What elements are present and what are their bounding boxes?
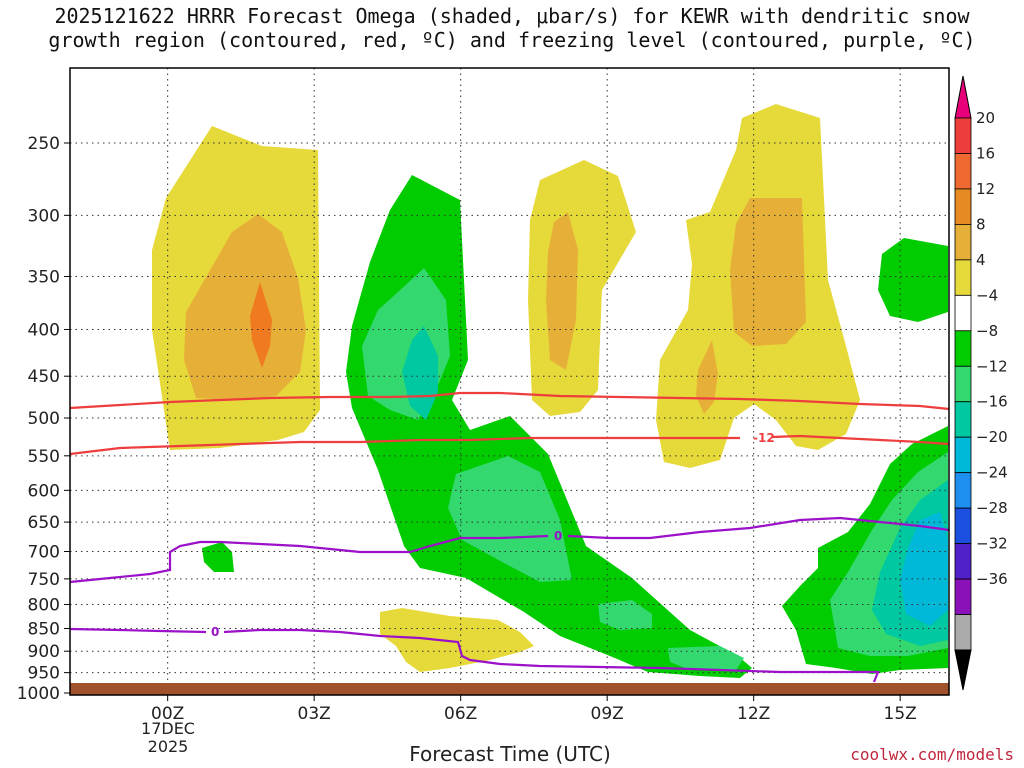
rising-motion-region-2-core	[546, 212, 578, 370]
freezing-lower-contour	[69, 627, 880, 683]
colorbar-swatch	[954, 614, 972, 651]
colorbar-label: 16	[976, 144, 995, 162]
colorbar-label: −28	[976, 499, 1008, 517]
colorbar-swatch	[954, 117, 972, 154]
dendritic-contour-label: -12	[753, 431, 775, 445]
colorbar-label: −20	[976, 428, 1008, 446]
colorbar-label: 8	[976, 215, 986, 233]
plot-frame	[69, 67, 950, 696]
freezing-contour-label-lower: 0	[211, 625, 219, 639]
dendritic-upper-contour	[69, 391, 950, 411]
sinking-region-1-lower	[598, 600, 652, 630]
title-line-1: 2025121622 HRRR Forecast Omega (shaded, …	[54, 4, 970, 28]
chart-title: 2025121622 HRRR Forecast Omega (shaded, …	[0, 4, 1024, 52]
dendritic-lower-contour	[69, 434, 950, 456]
sinking-region-1	[346, 175, 752, 678]
colorbar-swatch	[954, 330, 972, 367]
x-date-label-day: 17DEC	[141, 719, 195, 738]
colorbar-label: −32	[976, 535, 1008, 553]
colorbar-swatch	[954, 294, 972, 332]
y-tick-label: 500	[28, 409, 60, 429]
colorbar-swatch	[954, 543, 972, 580]
x-tick-label: 06Z	[444, 704, 477, 724]
colorbar-swatch	[954, 507, 972, 544]
y-tick-label: 300	[28, 206, 60, 226]
y-tick-label: 850	[28, 620, 60, 640]
x-tick-label: 00Z	[151, 704, 184, 724]
y-tick-label: 250	[28, 134, 60, 154]
rising-motion-region-3-core	[730, 198, 806, 346]
y-tick-label: 1000	[17, 684, 60, 704]
sinking-region-1-mid	[448, 456, 572, 582]
sinking-region-1-lower-2	[668, 646, 744, 670]
colorbar-swatch	[954, 436, 972, 474]
colorbar-label: −16	[976, 393, 1008, 411]
terrain-strip	[70, 683, 949, 695]
credit-text: coolwx.com/models	[850, 745, 1014, 764]
colorbar-swatch	[954, 223, 972, 261]
sinking-region-small	[202, 542, 234, 572]
sinking-region-lower-right-core-3	[900, 512, 948, 626]
colorbar-swatch	[954, 153, 972, 190]
y-tick-label: 950	[28, 664, 60, 684]
y-tick-label: 450	[28, 367, 60, 387]
y-tick-label: 800	[28, 595, 60, 615]
y-tick-label: 750	[28, 570, 60, 590]
y-tick-label: 350	[28, 267, 60, 287]
colorbar-swatch	[954, 259, 972, 296]
freezing-upper-contour	[69, 516, 950, 584]
omega-shading	[152, 104, 948, 678]
y-tick-label: 900	[28, 642, 60, 662]
x-tick-label: 03Z	[298, 704, 331, 724]
y-tick-label: 700	[28, 542, 60, 562]
colorbar-swatch	[954, 472, 972, 509]
x-tick-label: 09Z	[591, 704, 624, 724]
colorbar-label: −4	[976, 286, 998, 304]
freezing-level-contours	[69, 516, 950, 683]
colorbar-label: −8	[976, 322, 998, 340]
title-line-2: growth region (contoured, red, ºC) and f…	[48, 28, 976, 52]
x-date-label-year: 2025	[148, 737, 189, 756]
colorbar-top-arrow	[954, 75, 972, 119]
x-tick-label: 15Z	[884, 704, 917, 724]
colorbar-bottom-arrow	[954, 649, 972, 691]
colorbar-label: −24	[976, 464, 1008, 482]
colorbar: 20 16 12 8 4 −4 −8 −12 −16 −20 −24 −28 −32 −36	[954, 75, 1008, 691]
dendritic-contours	[69, 391, 950, 456]
y-tick-label: 550	[28, 447, 60, 467]
colorbar-swatch	[954, 578, 972, 615]
freezing-contour-label-upper: 0	[554, 529, 562, 543]
x-axis-title: Forecast Time (UTC)	[409, 742, 611, 766]
y-axis: 2503003504004505005506006507007508008509…	[17, 134, 70, 704]
colorbar-swatch	[954, 401, 972, 438]
y-tick-label: 400	[28, 320, 60, 340]
rising-motion-region-3-small	[696, 340, 718, 414]
y-tick-label: 650	[28, 513, 60, 533]
colorbar-label: −12	[976, 357, 1008, 375]
colorbar-label: 12	[976, 180, 995, 198]
sinking-region-upper-right	[878, 238, 948, 322]
colorbar-label: 20	[976, 109, 995, 127]
x-axis: 00Z 03Z 06Z 09Z 12Z 15Z	[151, 695, 917, 724]
colorbar-label: −36	[976, 570, 1008, 588]
colorbar-swatch	[954, 365, 972, 403]
rising-motion-region-1-peak	[250, 282, 272, 368]
rising-motion-region-4	[380, 608, 534, 672]
colorbar-label: 4	[976, 251, 986, 269]
colorbar-swatch	[954, 188, 972, 225]
y-tick-label: 600	[28, 481, 60, 501]
x-tick-label: 12Z	[737, 704, 770, 724]
rising-motion-region-1-core	[184, 214, 306, 400]
